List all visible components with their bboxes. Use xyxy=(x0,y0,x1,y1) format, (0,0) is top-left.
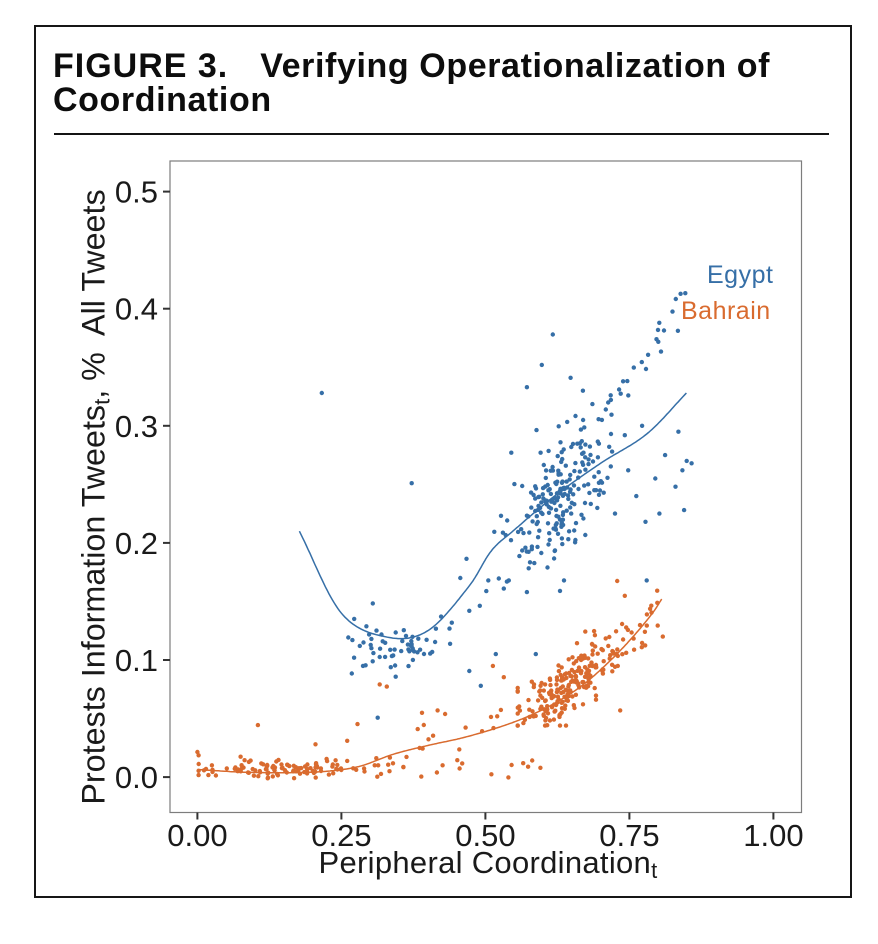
svg-text:0.3: 0.3 xyxy=(115,409,158,444)
svg-text:0.4: 0.4 xyxy=(115,292,158,327)
svg-text:0.50: 0.50 xyxy=(455,818,515,853)
svg-text:0.1: 0.1 xyxy=(115,643,158,678)
svg-text:0.0: 0.0 xyxy=(115,760,158,795)
svg-text:Peripheral Coordinationt: Peripheral Coordinationt xyxy=(319,845,658,883)
svg-text:Egypt: Egypt xyxy=(707,261,773,289)
svg-text:1.00: 1.00 xyxy=(743,818,803,853)
svg-text:0.2: 0.2 xyxy=(115,526,158,561)
svg-text:Bahrain: Bahrain xyxy=(681,297,771,325)
svg-text:0.5: 0.5 xyxy=(115,175,158,210)
svg-text:0.25: 0.25 xyxy=(311,818,371,853)
svg-text:Protests Information Tweetst,: Protests Information Tweetst, % All Twee… xyxy=(76,189,115,804)
svg-text:0.75: 0.75 xyxy=(599,818,659,853)
svg-text:0.00: 0.00 xyxy=(167,818,227,853)
